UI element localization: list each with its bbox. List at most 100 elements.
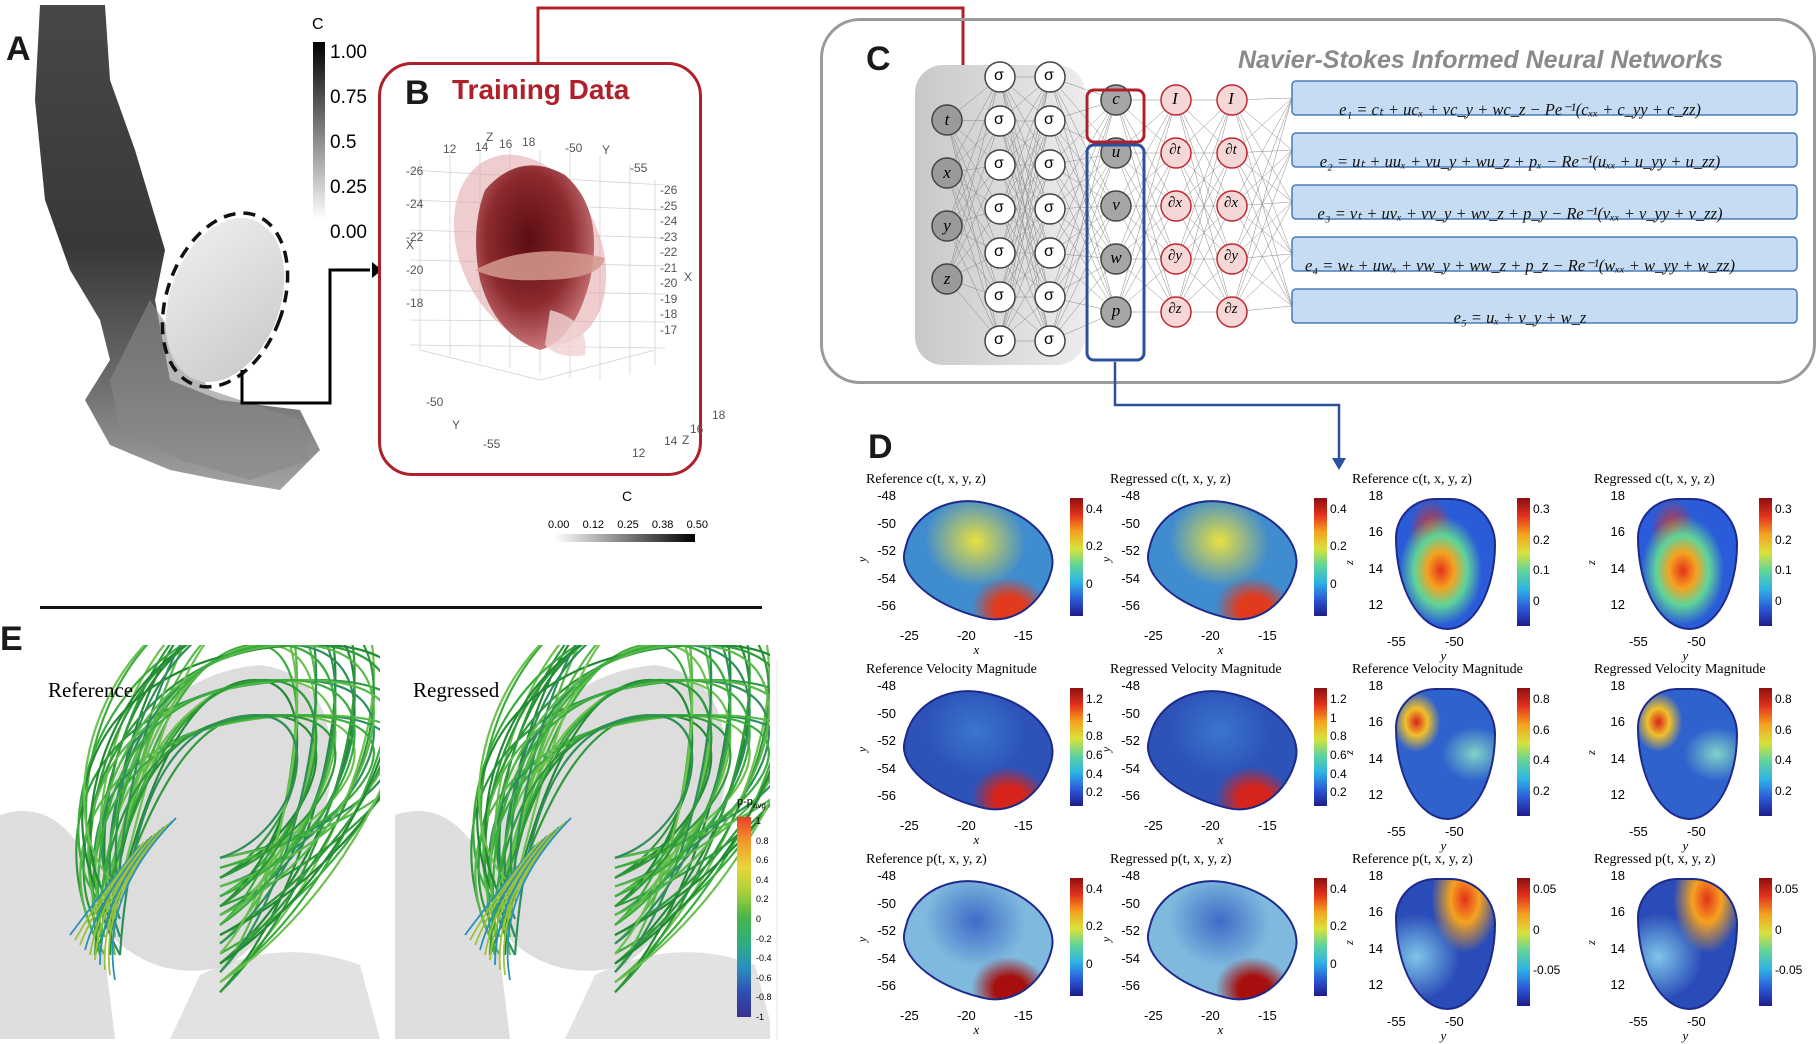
panel-label-e: E <box>0 620 23 658</box>
sigma-node <box>984 281 1016 313</box>
tick: -18 <box>660 307 678 321</box>
tick: 0.38 <box>651 519 674 531</box>
heatmap-colorbar <box>1314 688 1327 806</box>
x-tick: -20 <box>1201 628 1220 643</box>
y-tick: -50 <box>1121 895 1140 911</box>
y-tick: -50 <box>1121 705 1140 721</box>
heatmap-colorbar <box>1070 688 1083 806</box>
tick: -26 <box>406 164 424 178</box>
streamline <box>69 844 141 936</box>
streamline <box>508 645 694 955</box>
y-axis-label: z <box>1583 750 1598 755</box>
operator-node <box>1216 296 1248 328</box>
y-tick: 16 <box>1610 524 1625 540</box>
colorbar-tick: 0.1 <box>1533 563 1550 577</box>
input-t: t <box>944 110 950 129</box>
panel-label-d: D <box>868 428 893 466</box>
y-axis-label: y <box>1099 556 1114 563</box>
x-tick: -15 <box>1014 1008 1033 1023</box>
streamline <box>113 645 318 926</box>
colorbar-tick: 0.2 <box>1086 539 1103 554</box>
y-tick: -56 <box>877 598 896 613</box>
vessel-bg <box>170 952 380 1039</box>
colorbar-a-label: C <box>312 16 324 33</box>
heatmap-colorbar <box>1759 498 1772 626</box>
colorbar-tick: 0.05 <box>1775 882 1799 896</box>
output-uvwp-box <box>1085 143 1146 362</box>
streamline <box>506 817 572 981</box>
streamline <box>103 823 169 971</box>
colorbar-tick: 0.4 <box>1086 766 1103 781</box>
operator-node <box>1160 190 1192 222</box>
streamline <box>89 645 380 965</box>
heatmap-title: Regressed p(t, x, y, z) <box>1110 852 1232 867</box>
b-axis-x-right: X <box>684 270 693 284</box>
heatmap-plot <box>892 675 1065 823</box>
heatmap-colorbar <box>1517 498 1530 626</box>
y-tick: 16 <box>1610 904 1625 920</box>
sigma-nodes: σ σ σ σ σ σ σ σ σ σ σ σ σ σ <box>910 60 1110 360</box>
panel-a-figure <box>35 5 380 490</box>
colorbar-tick: 0 <box>1533 922 1540 937</box>
x-tick: -50 <box>1445 824 1464 839</box>
x-tick: -20 <box>1201 818 1220 833</box>
x-tick: -25 <box>1144 818 1163 833</box>
equation-e1: e₁ = cₜ + ucₓ + vc_y + wc_z − Pe⁻¹(cₓₓ +… <box>1339 100 1701 119</box>
colorbar-tick: 0.2 <box>1330 539 1347 554</box>
equation-box <box>1291 132 1798 168</box>
colorbar-tick: 0 <box>1330 956 1337 971</box>
x-tick: -50 <box>1687 1014 1706 1029</box>
tick: -24 <box>660 214 678 228</box>
colorbar-tick: 0.8 <box>1086 729 1103 744</box>
y-axis-label: z <box>1583 560 1598 565</box>
colorbar-tick: -1 <box>756 1011 765 1022</box>
colorbar-tick: 0 <box>1775 593 1782 608</box>
y-axis-label: z <box>1341 940 1356 945</box>
section-divider <box>40 606 762 609</box>
tick: -24 <box>406 197 424 211</box>
tick: -23 <box>660 229 678 244</box>
y-tick: -48 <box>877 868 896 883</box>
sigma-label: σ <box>1044 199 1054 216</box>
sigma-label: σ <box>994 111 1004 128</box>
x-tick: -25 <box>1144 628 1163 643</box>
b-axis-y-top: Y <box>602 143 611 157</box>
y-tick: -56 <box>1121 978 1140 993</box>
streamline <box>93 679 318 938</box>
y-tick: -52 <box>1121 733 1140 748</box>
y-tick: 14 <box>1368 560 1383 576</box>
streamline <box>82 645 380 936</box>
x-axis-label: x <box>1217 832 1224 847</box>
heatmap-plot <box>892 485 1065 633</box>
heatmap-title: Regressed Velocity Magnitude <box>1110 662 1282 677</box>
heatmap-plot <box>1136 485 1309 633</box>
streamline <box>88 645 375 965</box>
y-tick: 18 <box>1610 678 1625 693</box>
e-colorbar-ticks: 1 0.8 0.6 0.4 0.2 0 -0.2 -0.4 -0.6 -0.8 -1 <box>756 812 772 1028</box>
x-tick: -25 <box>900 628 919 643</box>
y-axis-label: z <box>1341 560 1356 565</box>
y-tick: -56 <box>1121 788 1140 803</box>
e-colorbar-label: p-pavg <box>737 796 766 810</box>
streamline <box>493 645 732 926</box>
input-node <box>931 210 963 242</box>
streamline <box>79 838 149 946</box>
y-tick: 14 <box>1610 750 1625 766</box>
sigma-label: σ <box>1044 331 1054 348</box>
heatmap-field <box>892 485 1065 633</box>
colorbar-tick: 0 <box>1775 922 1782 937</box>
y-tick: 16 <box>1368 904 1383 920</box>
tick: 16 <box>499 137 513 151</box>
y-tick: 18 <box>1368 488 1383 503</box>
equation-e5: e₅ = uₓ + v_y + w_z <box>1453 308 1587 327</box>
sigma-node <box>1034 61 1066 93</box>
heatmap-field <box>892 675 1065 823</box>
streamline <box>84 835 153 951</box>
sigma-node <box>1034 325 1066 357</box>
equation-e4: e₄ = wₜ + uwₓ + vw_y + ww_z + p_z − Re⁻¹… <box>1305 256 1735 275</box>
e-colorbar <box>737 817 751 1017</box>
nsinn-title: Navier-Stokes Informed Neural Networks <box>1238 46 1723 74</box>
sigma-label: σ <box>1044 243 1054 260</box>
tick: 12 <box>443 142 457 156</box>
y-tick: -54 <box>1121 570 1140 586</box>
